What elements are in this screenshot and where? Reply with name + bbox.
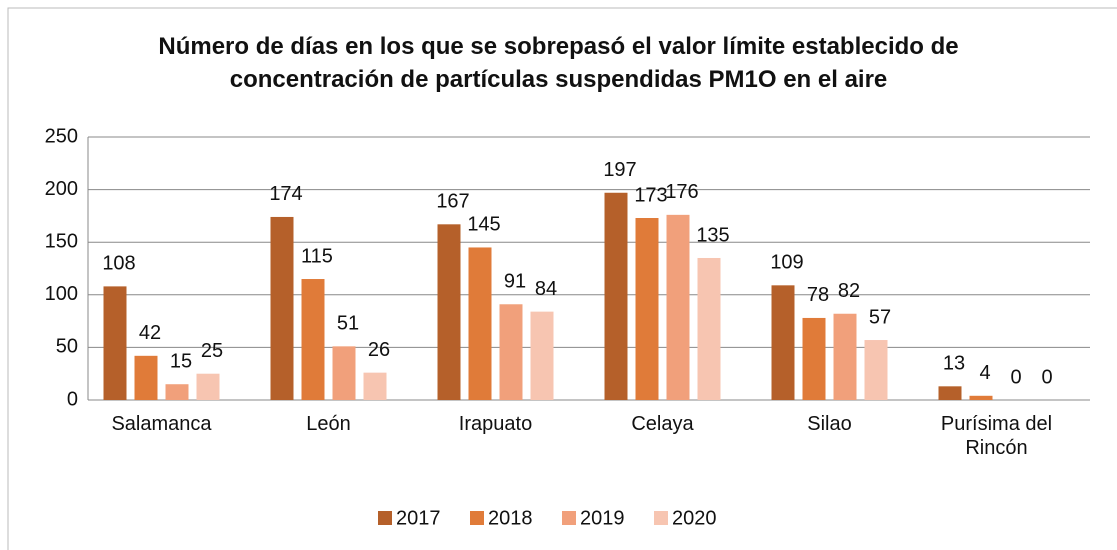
data-label: 145 [467, 214, 500, 236]
legend-swatch [378, 511, 392, 525]
data-label: 13 [943, 353, 965, 375]
data-label: 84 [535, 278, 557, 300]
x-tick-label-box: Celaya [631, 413, 694, 435]
bar [134, 355, 158, 400]
x-tick-label: Purísima del Rincón [940, 413, 1053, 459]
data-label: 0 [1041, 366, 1052, 388]
x-tick-label: Irapuato [458, 413, 533, 435]
bar [103, 286, 127, 400]
x-tick-label: Celaya [631, 413, 694, 435]
data-label: 25 [201, 340, 223, 362]
data-label: 174 [269, 183, 302, 205]
bar [363, 372, 387, 400]
data-label: 42 [139, 322, 161, 344]
legend-label: 2018 [488, 507, 533, 529]
data-label: 0 [1010, 366, 1021, 388]
data-label: 4 [979, 362, 990, 384]
bar [635, 218, 659, 400]
x-tick-label-box: Irapuato [458, 413, 533, 435]
bar [165, 384, 189, 400]
y-tick-label: 100 [45, 283, 78, 305]
y-tick-label: 0 [67, 388, 78, 410]
data-label: 82 [838, 280, 860, 302]
bar [802, 317, 826, 400]
y-tick-label: 150 [45, 230, 78, 252]
bar [270, 216, 294, 400]
data-label: 91 [504, 271, 526, 293]
data-label: 173 [634, 184, 667, 206]
x-tick-label-box: Silao [807, 413, 852, 435]
bar [499, 304, 523, 400]
data-label: 167 [436, 191, 469, 213]
bar [301, 279, 325, 400]
bar [196, 373, 220, 400]
chart-title: Número de días en los que se sobrepasó e… [158, 33, 959, 93]
data-label: 57 [869, 306, 891, 328]
data-label: 78 [807, 284, 829, 306]
data-label: 115 [301, 245, 333, 267]
data-label: 135 [696, 224, 729, 246]
bar [969, 395, 993, 400]
bar [771, 285, 795, 400]
x-tick-label-box: Salamanca [111, 413, 212, 435]
data-label: 197 [603, 159, 636, 181]
data-label: 109 [770, 252, 803, 274]
bar [938, 386, 962, 400]
data-label: 176 [665, 181, 698, 203]
bar [468, 247, 492, 400]
x-tick-label: Silao [807, 413, 852, 435]
x-tick-label: León [306, 413, 351, 435]
x-tick-label-box: León [306, 413, 351, 435]
bar [530, 311, 554, 400]
legend-swatch [562, 511, 576, 525]
x-tick-label: Salamanca [111, 413, 212, 435]
legend-label: 2019 [580, 507, 625, 529]
y-tick-label: 250 [45, 125, 78, 147]
legend-label: 2017 [396, 507, 441, 529]
data-label: 26 [368, 339, 390, 361]
data-label: 15 [170, 351, 192, 373]
bar [697, 257, 721, 400]
bar [864, 340, 888, 400]
bar [604, 192, 628, 400]
data-label: 108 [102, 253, 135, 275]
chart-frame [7, 7, 1117, 550]
title-box: Número de días en los que se sobrepasó e… [158, 33, 959, 93]
legend-label: 2020 [672, 507, 717, 529]
bar [437, 224, 461, 400]
legend-swatch [654, 511, 668, 525]
bar [332, 346, 356, 400]
x-tick-label-box: Purísima del Rincón [940, 413, 1053, 459]
bar [833, 313, 857, 400]
bar [666, 214, 690, 400]
y-tick-label: 200 [45, 178, 78, 200]
y-tick-label: 50 [56, 336, 78, 358]
legend-swatch [470, 511, 484, 525]
data-label: 51 [337, 313, 359, 335]
